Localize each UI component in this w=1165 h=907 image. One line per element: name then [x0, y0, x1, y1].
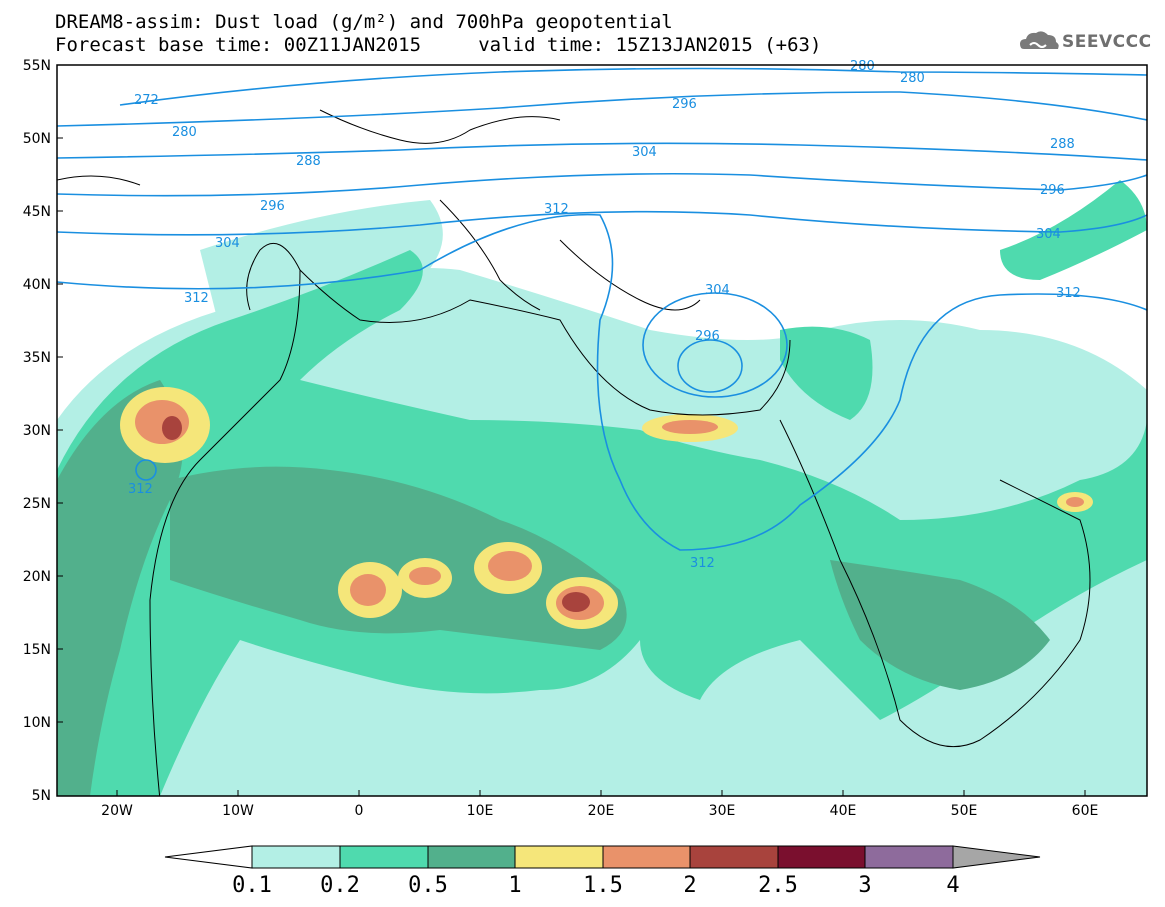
- colorbar-bin: [514, 845, 604, 869]
- colorbar-tick: 0.5: [408, 873, 448, 898]
- lat-label: 25N: [23, 496, 51, 512]
- geopotential-contours: [57, 67, 1147, 551]
- lon-label: 50E: [951, 803, 978, 819]
- colorbar-tick: 4: [946, 873, 959, 898]
- map-title-line2: Forecast base time: 00Z11JAN2015 valid t…: [55, 34, 822, 56]
- colorbar-bin: [777, 845, 866, 869]
- lon-label: 30E: [709, 803, 736, 819]
- contour-label: 312: [184, 291, 209, 306]
- dust-area-mid: [57, 250, 1147, 796]
- lat-label: 5N: [32, 788, 51, 804]
- dust-hotspot: [1066, 497, 1084, 507]
- contour-label: 288: [1050, 137, 1075, 152]
- contour-label: 312: [544, 202, 569, 217]
- lon-label: 20E: [588, 803, 615, 819]
- lat-ticks: [57, 64, 63, 723]
- lat-label: 15N: [23, 642, 51, 658]
- lat-label: 20N: [23, 569, 51, 585]
- contour-label: 312: [690, 556, 715, 571]
- colorbar-tick: 1: [508, 873, 521, 898]
- lat-axis: 55N 50N 45N 40N 35N 30N 25N 20N 15N 10N …: [23, 58, 51, 804]
- lon-label: 40E: [830, 803, 857, 819]
- colorbar-bin: [251, 845, 341, 869]
- contour-label: 304: [632, 145, 657, 160]
- colorbar-under: [164, 845, 253, 869]
- logo-text: SEEVCCC: [1062, 32, 1152, 52]
- lat-label: 30N: [23, 423, 51, 439]
- colorbar-bin: [864, 845, 954, 869]
- contour-label: 312: [1056, 286, 1081, 301]
- lat-label: 10N: [23, 715, 51, 731]
- dust-field: [57, 180, 1147, 796]
- colorbar-bin: [427, 845, 516, 869]
- colorbar-tick: 3: [858, 873, 871, 898]
- lon-ticks: [116, 790, 1086, 796]
- dust-area-mid-2: [780, 326, 873, 420]
- colorbar-tick: 0.1: [232, 873, 272, 898]
- contour-label: 296: [260, 199, 285, 214]
- lat-label: 45N: [23, 204, 51, 220]
- dust-hotspot: [350, 574, 386, 606]
- dust-hotspot: [562, 592, 590, 612]
- colorbar-tick: 2.5: [758, 873, 798, 898]
- lon-label: 20W: [101, 803, 133, 819]
- contour-label: 312: [128, 482, 153, 497]
- colorbar-ticks: 0.1 0.2 0.5 1 1.5 2 2.5 3 4: [232, 873, 960, 898]
- colorbar-bin: [689, 845, 779, 869]
- colorbar: [164, 845, 1041, 869]
- map-title-line1: DREAM8-assim: Dust load (g/m²) and 700hP…: [55, 11, 673, 33]
- dust-area-dark: [57, 380, 183, 796]
- contour-label: 280: [172, 125, 197, 140]
- coastlines: [57, 109, 1091, 796]
- colorbar-tick: 1.5: [583, 873, 623, 898]
- contour-label: 296: [1040, 183, 1065, 198]
- cloud-icon: [1020, 31, 1059, 49]
- contour-label: 280: [850, 59, 875, 74]
- colorbar-bin: [339, 845, 429, 869]
- lon-label: 10W: [222, 803, 254, 819]
- contour-label: 272: [134, 93, 159, 108]
- colorbar-tick: 2: [683, 873, 696, 898]
- dust-hotspot: [488, 551, 532, 581]
- colorbar-over: [952, 845, 1041, 869]
- contour-label: 304: [705, 283, 730, 298]
- dust-hotspot: [662, 420, 718, 434]
- contour-label: 296: [672, 97, 697, 112]
- lat-label: 35N: [23, 350, 51, 366]
- lat-label: 40N: [23, 277, 51, 293]
- dust-area-dark-2: [170, 466, 627, 650]
- lon-label: 10E: [467, 803, 494, 819]
- dust-hotspot: [409, 567, 441, 585]
- lon-label: 60E: [1072, 803, 1099, 819]
- lon-axis: 20W 10W 0 10E 20E 30E 40E 50E 60E: [101, 803, 1098, 819]
- dust-area-dark-3: [830, 560, 1050, 690]
- lon-label: 0: [355, 803, 364, 819]
- contour-label: 304: [215, 236, 240, 251]
- colorbar-bin: [602, 845, 691, 869]
- contour-label: 296: [695, 329, 720, 344]
- dust-area-light-2: [200, 200, 443, 330]
- lat-label: 55N: [23, 58, 51, 74]
- contour-label: 304: [1036, 227, 1061, 242]
- contour-labels: 272 280 288 296 304 312 312 304 296 288 …: [128, 59, 1081, 571]
- dust-hotspot: [162, 416, 182, 440]
- contour-label: 280: [900, 71, 925, 86]
- lat-label: 50N: [23, 131, 51, 147]
- dust-hotspot: [135, 400, 189, 444]
- dust-area-mid-3: [1000, 180, 1147, 280]
- contour-label: 288: [296, 154, 321, 169]
- colorbar-tick: 0.2: [320, 873, 360, 898]
